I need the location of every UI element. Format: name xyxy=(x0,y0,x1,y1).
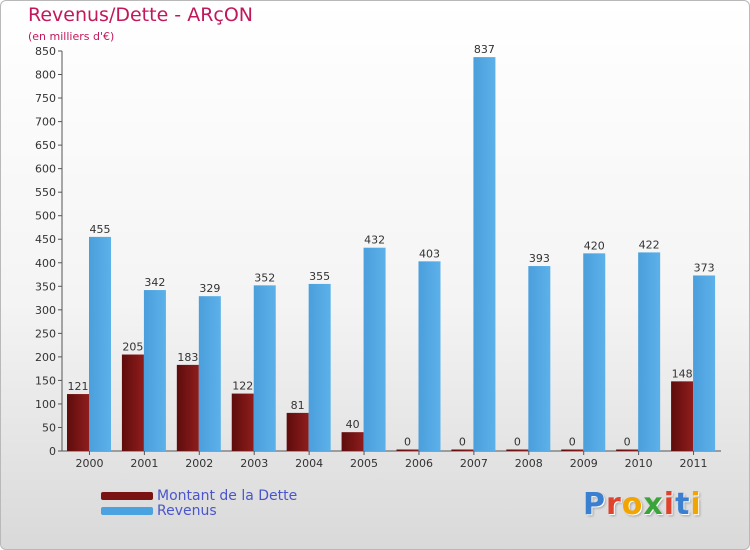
bar-dette xyxy=(396,449,419,451)
x-tick-label: 2010 xyxy=(625,457,653,470)
legend-label-dette: Montant de la Dette xyxy=(157,487,298,504)
legend-swatch-revenus xyxy=(101,506,153,515)
y-tick-label: 300 xyxy=(35,304,56,317)
legend: Montant de la Dette Revenus xyxy=(101,487,298,519)
data-label: 455 xyxy=(90,223,111,236)
y-tick-label: 100 xyxy=(35,398,56,411)
x-tick-label: 2002 xyxy=(185,457,213,470)
y-tick-label: 0 xyxy=(49,445,56,458)
y-tick-label: 700 xyxy=(35,116,56,129)
bar-revenus xyxy=(143,290,166,451)
bar-revenus xyxy=(583,253,606,451)
bar-dette xyxy=(121,354,144,451)
data-label: 329 xyxy=(199,282,220,295)
y-tick-label: 600 xyxy=(35,163,56,176)
data-label: 205 xyxy=(122,341,143,354)
data-label: 373 xyxy=(694,261,715,274)
data-label: 403 xyxy=(419,247,440,260)
chart-subtitle: (en milliers d'€) xyxy=(28,30,115,43)
legend-label-revenus: Revenus xyxy=(157,502,217,519)
data-label: 342 xyxy=(144,276,165,289)
data-label: 148 xyxy=(672,367,693,380)
bar-dette xyxy=(67,394,89,451)
y-tick-label: 350 xyxy=(35,280,56,293)
x-tick-label: 2009 xyxy=(570,457,598,470)
y-tick-label: 250 xyxy=(35,327,56,340)
y-tick-label: 150 xyxy=(35,374,56,387)
bar-dette xyxy=(616,449,639,451)
data-label: 0 xyxy=(514,436,521,449)
x-tick-label: 2005 xyxy=(350,457,378,470)
x-tick-label: 2000 xyxy=(75,457,103,470)
data-label: 837 xyxy=(474,43,495,56)
legend-item-revenus: Revenus xyxy=(101,502,297,519)
x-tick-label: 2001 xyxy=(130,457,158,470)
y-tick-label: 400 xyxy=(35,257,56,270)
bar-dette xyxy=(506,449,529,451)
data-label: 81 xyxy=(291,399,305,412)
data-label: 40 xyxy=(346,418,360,431)
x-tick-label: 2004 xyxy=(295,457,323,470)
y-tick-label: 200 xyxy=(35,351,56,364)
data-label: 393 xyxy=(529,252,550,265)
data-label: 122 xyxy=(232,380,253,393)
y-tick-label: 450 xyxy=(35,233,56,246)
x-tick-label: 2006 xyxy=(405,457,433,470)
legend-item-dette: Montant de la Dette xyxy=(101,487,298,504)
y-tick-label: 800 xyxy=(35,69,56,82)
bar-revenus xyxy=(363,247,386,451)
x-tick-label: 2011 xyxy=(680,457,708,470)
y-tick-label: 500 xyxy=(35,210,56,223)
bar-revenus xyxy=(528,266,551,451)
bar-dette xyxy=(341,432,364,451)
bar-revenus xyxy=(89,236,111,451)
bar-revenus xyxy=(638,252,661,451)
data-label: 420 xyxy=(584,239,605,252)
data-label: 432 xyxy=(364,234,385,247)
bar-revenus xyxy=(418,261,441,451)
proxiti-logo: Proxiti xyxy=(583,487,702,522)
x-tick-label: 2008 xyxy=(515,457,543,470)
chart-title: Revenus/Dette - ARçON xyxy=(28,4,254,26)
bar-revenus xyxy=(693,275,716,451)
data-label: 0 xyxy=(459,436,466,449)
bar-revenus xyxy=(473,57,496,451)
bar-dette xyxy=(231,393,254,451)
data-label: 0 xyxy=(569,436,576,449)
bar-revenus xyxy=(198,296,221,451)
bar-dette xyxy=(561,449,584,451)
data-label: 352 xyxy=(254,271,275,284)
data-label: 422 xyxy=(639,238,660,251)
y-tick-label: 850 xyxy=(35,45,56,58)
bar-dette xyxy=(286,412,309,451)
y-tick-label: 50 xyxy=(42,421,56,434)
y-tick-label: 650 xyxy=(35,139,56,152)
data-label: 183 xyxy=(177,351,198,364)
x-tick-label: 2007 xyxy=(460,457,488,470)
bar-dette xyxy=(671,381,694,451)
bar-dette xyxy=(451,449,474,451)
data-label: 355 xyxy=(309,270,330,283)
data-label: 0 xyxy=(404,436,411,449)
bar-revenus xyxy=(253,285,276,451)
x-tick-label: 2003 xyxy=(240,457,268,470)
y-tick-label: 750 xyxy=(35,92,56,105)
y-tick-label: 550 xyxy=(35,186,56,199)
data-label: 0 xyxy=(624,436,631,449)
bar-revenus xyxy=(308,283,331,451)
legend-swatch-dette xyxy=(101,491,153,500)
data-label: 121 xyxy=(68,380,89,393)
bar-dette xyxy=(176,364,199,451)
